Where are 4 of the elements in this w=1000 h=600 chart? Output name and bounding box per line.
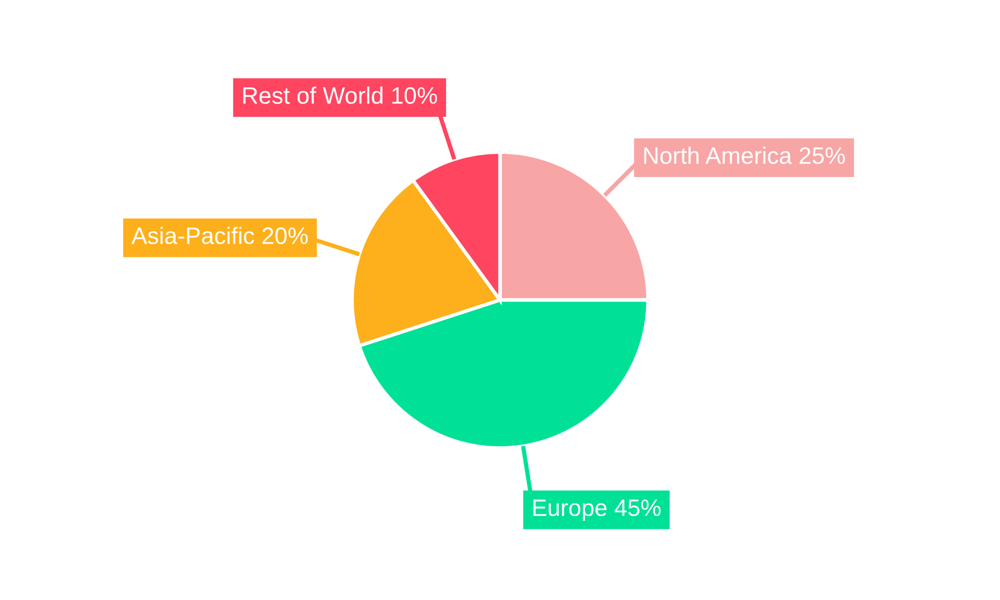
slice-label: North America 25% — [644, 146, 845, 164]
slice-label: Europe 45% — [533, 500, 661, 521]
slice-label: Rest of World 10% — [243, 86, 437, 104]
slice-label: Asia-Pacific 20% — [131, 226, 308, 244]
